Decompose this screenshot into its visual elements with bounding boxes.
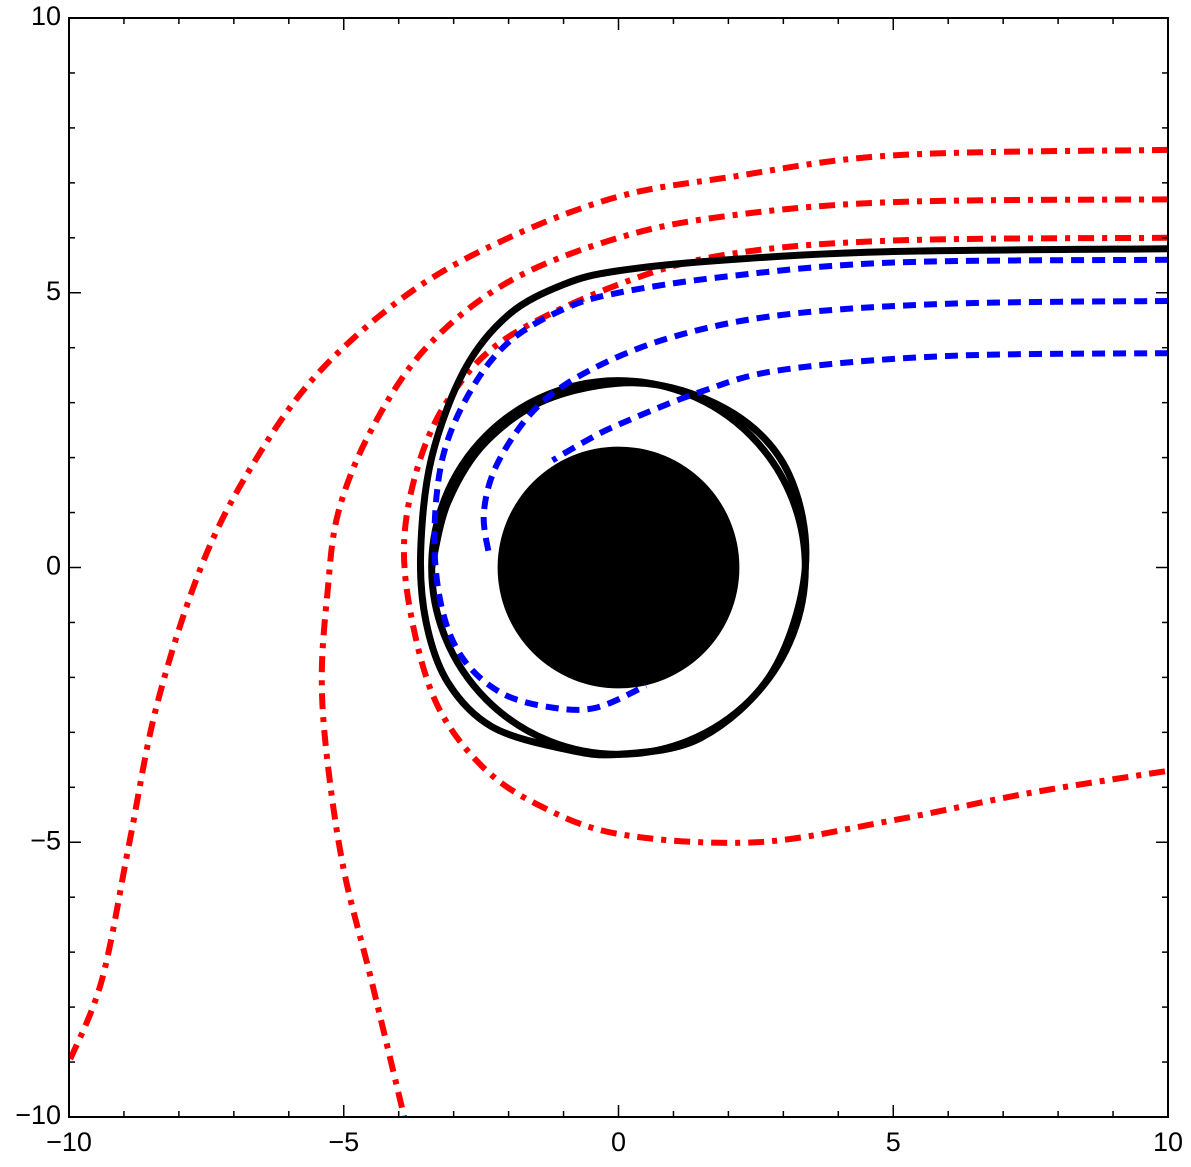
x-tick-label: 0	[611, 1127, 626, 1157]
x-tick-label: 10	[1153, 1127, 1183, 1157]
y-tick-label: 0	[46, 551, 61, 581]
trajectory	[69, 146, 1168, 1064]
y-tick-label: 5	[46, 276, 61, 306]
x-tick-label: 5	[886, 1127, 901, 1157]
trajectory	[416, 245, 1168, 759]
y-tick-label: 10	[31, 1, 61, 31]
trajectory	[400, 234, 1168, 846]
y-tick-label: −5	[30, 825, 61, 855]
trajectory	[431, 256, 1168, 713]
y-tick-label: −10	[15, 1100, 61, 1130]
x-tick-label: −5	[328, 1127, 359, 1157]
plot-area	[69, 146, 1168, 1117]
trajectory	[318, 196, 1168, 1117]
trajectory	[551, 350, 1168, 463]
trajectory	[480, 297, 1168, 557]
horizon	[497, 446, 740, 689]
x-tick-label: −10	[46, 1127, 92, 1157]
